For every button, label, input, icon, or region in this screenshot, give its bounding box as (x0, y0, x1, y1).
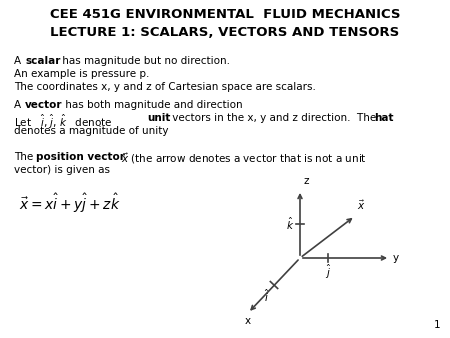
Text: 1: 1 (433, 320, 440, 330)
Text: hat: hat (374, 113, 393, 123)
Text: $\hat{i}$: $\hat{i}$ (264, 288, 269, 304)
Text: A: A (14, 100, 24, 110)
Text: z: z (303, 176, 309, 186)
Text: scalar: scalar (25, 56, 60, 66)
Text: has magnitude but no direction.: has magnitude but no direction. (59, 56, 230, 66)
Text: A: A (14, 56, 24, 66)
Text: y: y (393, 253, 399, 263)
Text: LECTURE 1: SCALARS, VECTORS AND TENSORS: LECTURE 1: SCALARS, VECTORS AND TENSORS (50, 26, 400, 39)
Text: unit: unit (147, 113, 171, 123)
Text: vectors in the x, y and z direction.  The: vectors in the x, y and z direction. The (169, 113, 379, 123)
Text: The coordinates x, y and z of Cartesian space are scalars.: The coordinates x, y and z of Cartesian … (14, 82, 316, 92)
Text: $\hat{j}$: $\hat{j}$ (325, 263, 331, 281)
Text: $\hat{k}$: $\hat{k}$ (286, 216, 294, 232)
Text: CEE 451G ENVIRONMENTAL  FLUID MECHANICS: CEE 451G ENVIRONMENTAL FLUID MECHANICS (50, 8, 400, 21)
Text: An example is pressure p.: An example is pressure p. (14, 69, 149, 79)
Text: $\vec{x}$ (the arrow denotes a vector that is not a unit: $\vec{x}$ (the arrow denotes a vector th… (118, 152, 367, 167)
Text: $\vec{x} = x\hat{i} + y\hat{j} + z\hat{k}$: $\vec{x} = x\hat{i} + y\hat{j} + z\hat{k… (19, 192, 121, 215)
Text: The: The (14, 152, 36, 162)
Text: $\vec{x}$: $\vec{x}$ (357, 198, 365, 212)
Text: Let   $\hat{i}$, $\hat{j}$, $\hat{k}$   denote: Let $\hat{i}$, $\hat{j}$, $\hat{k}$ deno… (14, 113, 113, 131)
Text: has both magnitude and direction: has both magnitude and direction (62, 100, 243, 110)
Text: denotes a magnitude of unity: denotes a magnitude of unity (14, 126, 168, 136)
Text: x: x (245, 316, 251, 326)
Text: position vector: position vector (36, 152, 125, 162)
Text: vector: vector (25, 100, 63, 110)
Text: vector) is given as: vector) is given as (14, 165, 110, 175)
